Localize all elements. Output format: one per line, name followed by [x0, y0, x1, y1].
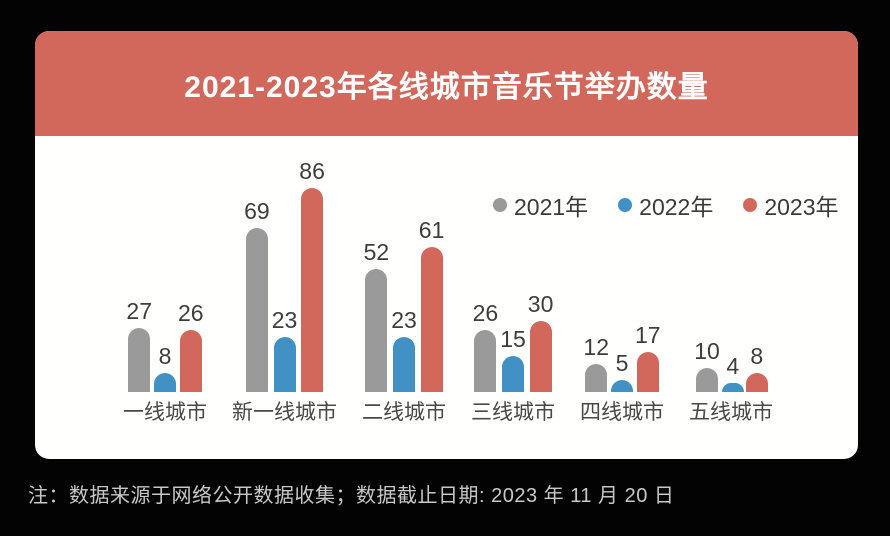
- bar-column: 26: [472, 299, 499, 392]
- bar-column: 4: [721, 352, 744, 392]
- footnote-text: 注：数据来源于网络公开数据收集；数据截止日期: 2023 年 11 月 20 日: [28, 485, 675, 507]
- bar-group: 26 15 30 三线城市: [471, 292, 555, 425]
- category-label: 四线城市: [580, 401, 664, 424]
- bar-column: 15: [500, 327, 526, 392]
- bar-group: 12 5 17 四线城市: [580, 323, 664, 425]
- bar-column: 69: [244, 199, 270, 392]
- bar: [696, 368, 718, 392]
- bar-column: 12: [583, 335, 609, 392]
- bar-value-label: 26: [472, 299, 499, 326]
- legend-dot-icon: [743, 198, 758, 212]
- category-label: 一线城市: [123, 401, 207, 424]
- bar-value-label: 17: [635, 321, 661, 348]
- bar-value-label: 4: [726, 352, 740, 379]
- bar-value-label: 86: [299, 157, 325, 184]
- legend-item-label: 2022年: [639, 194, 714, 220]
- bar-column: 8: [745, 342, 768, 392]
- bar-value-label: 15: [500, 325, 526, 352]
- bar: [365, 269, 388, 392]
- bar: [721, 383, 744, 392]
- bar-cluster: 12 5 17: [583, 323, 661, 392]
- bar-value-label: 26: [178, 299, 204, 326]
- chart-header-banner: 2021-2023年各线城市音乐节举办数量: [35, 31, 858, 136]
- bar-column: 23: [391, 308, 417, 392]
- bar: [179, 330, 202, 392]
- bar-value-label: 30: [527, 290, 554, 317]
- bar: [745, 373, 768, 392]
- bar-column: 8: [154, 344, 176, 392]
- bar: [154, 373, 176, 392]
- bar: [301, 188, 324, 392]
- bar-group: 52 23 61 二线城市: [362, 218, 446, 425]
- bar: [393, 337, 415, 392]
- legend-item-label: 2021年: [514, 194, 589, 220]
- bar-value-label: 23: [271, 306, 298, 333]
- bar: [474, 330, 497, 392]
- bar-column: 52: [363, 238, 390, 392]
- legend-item-label: 2023年: [764, 194, 839, 220]
- bar-column: 27: [126, 299, 152, 392]
- bar: [245, 228, 268, 392]
- bar-value-label: 8: [750, 342, 764, 369]
- bar-value-label: 10: [694, 337, 720, 364]
- bar: [128, 328, 151, 392]
- bar: [502, 356, 524, 392]
- legend: 2021年 2022年 2023年: [493, 188, 839, 222]
- bar: [420, 247, 443, 392]
- legend-item: 2021年: [493, 188, 588, 222]
- bar-column: 10: [694, 339, 720, 392]
- bar-value-label: 23: [391, 306, 417, 333]
- bar-value-label: 8: [158, 342, 172, 369]
- legend-item: 2023年: [743, 188, 839, 222]
- bar-cluster: 26 15 30: [472, 290, 554, 392]
- chart-card: 2021-2023年各线城市音乐节举办数量 2021年 2022年 2023年 27…: [35, 31, 858, 459]
- bar-plot-area: 27 8 26 一线城市 69 23 86 新一线城市 52 23 61 二线城市 26 15 30 三线城市…: [123, 159, 773, 425]
- bar-column: 5: [611, 351, 633, 392]
- bar: [273, 337, 296, 392]
- bar-value-label: 69: [244, 197, 270, 224]
- bar: [636, 352, 659, 392]
- bar-column: 17: [635, 323, 661, 392]
- bar-column: 26: [178, 301, 204, 392]
- bar-cluster: 52 23 61: [363, 216, 445, 392]
- category-label: 新一线城市: [232, 401, 337, 424]
- bar-value-label: 12: [583, 333, 609, 360]
- bar-column: 86: [299, 159, 325, 392]
- bar-value-label: 52: [363, 238, 390, 265]
- bar: [529, 321, 552, 392]
- bar-cluster: 27 8 26: [126, 299, 204, 392]
- bar-value-label: 5: [615, 349, 629, 376]
- category-label: 五线城市: [689, 401, 773, 424]
- category-label: 二线城市: [362, 401, 446, 424]
- bar-column: 30: [527, 290, 554, 392]
- bar-column: 61: [418, 216, 445, 392]
- legend-dot-icon: [618, 198, 633, 212]
- legend-dot-icon: [493, 198, 507, 212]
- bar: [585, 364, 608, 392]
- bar-cluster: 10 4 8: [694, 339, 768, 392]
- bar-group: 27 8 26 一线城市: [123, 299, 207, 425]
- chart-title: 2021-2023年各线城市音乐节举办数量: [184, 70, 709, 104]
- legend-item: 2022年: [618, 188, 713, 222]
- bar: [611, 380, 633, 392]
- bar-value-label: 27: [126, 297, 152, 324]
- bar-group: 69 23 86 新一线城市: [232, 159, 337, 425]
- bar-column: 23: [271, 306, 298, 392]
- bar-group: 10 4 8 五线城市: [689, 339, 773, 425]
- bar-value-label: 61: [418, 216, 445, 243]
- bar-cluster: 69 23 86: [244, 159, 325, 392]
- category-label: 三线城市: [471, 401, 555, 424]
